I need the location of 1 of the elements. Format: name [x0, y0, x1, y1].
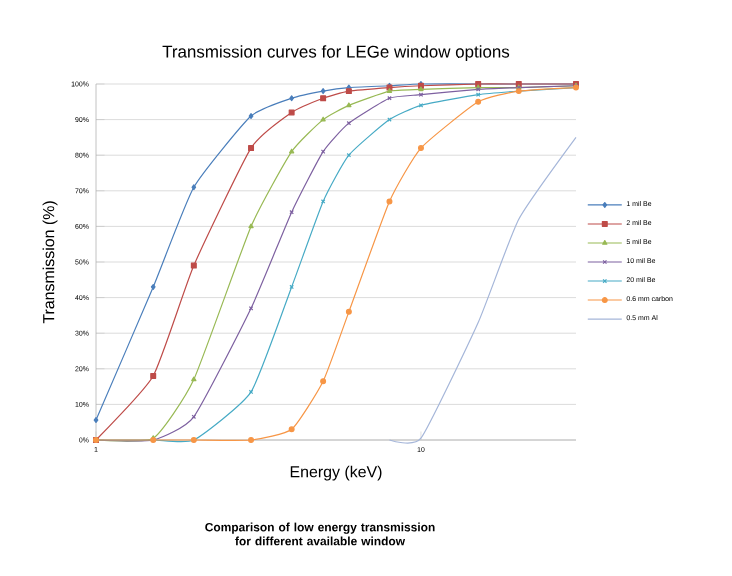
- chart-title: Transmission curves for LEGe window options: [162, 45, 510, 61]
